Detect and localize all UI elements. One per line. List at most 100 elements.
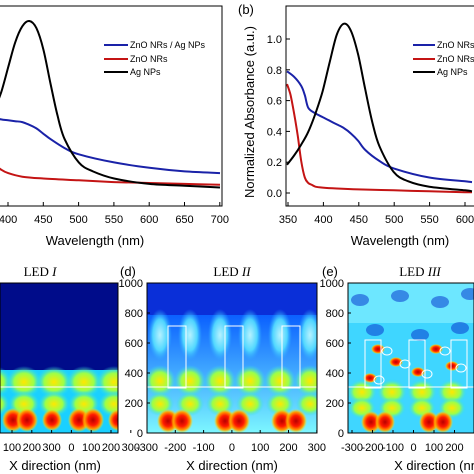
y-tick-label: 800 <box>125 308 143 320</box>
y-tick-label: 200 <box>326 398 344 410</box>
x-tick-label: 650 <box>175 214 193 226</box>
field-hotspot <box>375 411 395 433</box>
nanorod-outline <box>364 339 382 389</box>
field-hotspot <box>108 409 118 431</box>
x-tick-label: 0 <box>229 442 235 454</box>
x-tick-label: 450 <box>34 214 52 226</box>
panel-a: 400 450 500 550 600 650 700 Wavelength (nm) Zn… <box>0 5 229 248</box>
panel-a-frame <box>0 5 223 207</box>
panel-b-xticks: 350 400 450 500 550 600 <box>279 202 474 226</box>
y-tick-label: 800 <box>326 308 344 320</box>
x-tick-label: -100 <box>193 442 215 454</box>
legend-entry: ZnO NRs / Ag NPs <box>130 40 206 50</box>
panel-e-field <box>348 288 474 433</box>
field-hotspot <box>296 392 317 416</box>
nanoparticle <box>373 375 385 385</box>
panel-c-field <box>0 366 118 432</box>
x-tick-label: 100 <box>251 442 269 454</box>
panel-c-heatmap <box>0 283 118 433</box>
field-hotspot <box>411 329 429 341</box>
field-hotspot <box>42 409 62 431</box>
y-tick-label: 0.6 <box>267 96 282 108</box>
y-tick-label: 400 <box>326 368 344 380</box>
y-tick-label: 200 <box>125 398 143 410</box>
panel-b-legend: ZnO NRs / Ag NPs ZnO NRs Ag NPs <box>413 40 474 77</box>
nanoparticle <box>381 346 393 356</box>
panel-d-field <box>147 309 317 433</box>
x-tick-label: 200 <box>279 442 297 454</box>
field-hotspot <box>16 408 38 432</box>
x-tick-label: 600 <box>140 214 158 226</box>
nanoparticle <box>399 359 411 369</box>
y-tick-label: 400 <box>125 368 143 380</box>
panel-d-xlabel: X direction (nm) <box>186 458 278 473</box>
panel-e-title: LED III <box>399 264 441 279</box>
panel-c-frame <box>0 282 119 434</box>
x-tick-label: 200 <box>445 442 463 454</box>
panel-e-yticks: 0 200 400 600 800 1000 <box>320 278 351 440</box>
x-tick-label: -100 <box>382 442 404 454</box>
field-hotspot <box>178 309 202 361</box>
nanorod-outline <box>224 325 244 389</box>
field-hotspot <box>208 309 232 361</box>
field-hotspot <box>377 379 407 405</box>
field-hotspot <box>174 365 206 397</box>
x-tick-label: -200 <box>164 442 186 454</box>
panel-b-frame <box>285 5 474 207</box>
panel-e: (e) LED III -300-200-100 0 100 200 02004006… <box>320 264 474 473</box>
y-tick-label: 0.8 <box>267 65 282 77</box>
x-tick-label: 300 <box>122 442 140 454</box>
field-hotspot <box>268 309 292 361</box>
field-hotspot <box>451 322 469 334</box>
series-line <box>0 167 221 186</box>
panel-c-title: LED I <box>24 264 58 279</box>
x-tick-label: 550 <box>420 214 438 226</box>
x-tick-label: 550 <box>105 214 123 226</box>
y-tick-label: 0.2 <box>267 157 282 169</box>
field-hotspot <box>411 367 425 377</box>
field-hotspot <box>66 366 102 398</box>
field-hotspot <box>351 294 369 306</box>
y-tick-label: 1.0 <box>267 34 282 46</box>
field-hotspot <box>96 366 118 398</box>
series-line <box>0 19 221 189</box>
series-line <box>286 70 473 184</box>
panel-a-lines <box>0 19 221 189</box>
legend-entry: ZnO NRs / Ag NPs <box>437 40 474 50</box>
x-tick-label: -300 <box>341 442 363 454</box>
field-hotspot <box>285 409 307 433</box>
field-hotspot <box>419 411 439 433</box>
nanorod-outline <box>281 325 301 389</box>
field-hotspot <box>445 361 459 371</box>
panel-b: (b) 350 400 450 500 550 600 0.0 0.2 0.4 0.6 0.8 1.… <box>238 2 474 248</box>
field-hotspot <box>361 411 381 433</box>
y-tick-label: 0.0 <box>267 188 282 200</box>
field-hotspot <box>407 379 437 405</box>
nanoparticle <box>421 369 433 379</box>
panel-d-title: LED II <box>213 264 251 279</box>
x-tick-label: 700 <box>211 214 229 226</box>
x-tick-label: 200 <box>102 442 120 454</box>
x-tick-label: 0 <box>68 442 74 454</box>
field-hotspot <box>234 365 266 397</box>
nanoparticle <box>439 346 451 356</box>
field-hotspot <box>264 365 296 397</box>
legend-entry: ZnO NRs <box>130 54 168 64</box>
panel-e-heatmap <box>348 283 474 433</box>
nanoparticle <box>455 363 467 373</box>
field-hotspot <box>6 366 42 398</box>
field-hotspot <box>228 409 250 433</box>
field-hotspot <box>433 411 453 433</box>
field-hotspot <box>82 408 104 432</box>
x-tick-label: 200 <box>23 442 41 454</box>
field-hotspot <box>366 324 384 336</box>
panel-c: LED I 100 200 300 0 100 200 300 X direction (n… <box>0 264 140 473</box>
panel-c-xlabel: X direction (nm) <box>9 458 101 473</box>
field-hotspot <box>431 296 449 308</box>
x-tick-label: 400 <box>314 214 332 226</box>
series-line <box>0 118 221 175</box>
field-hotspot <box>36 366 72 398</box>
panel-a-xlabel: Wavelength (nm) <box>46 233 145 248</box>
nanorod-outline <box>450 339 468 389</box>
panel-a-xticks: 400 450 500 550 600 650 700 <box>0 202 229 226</box>
